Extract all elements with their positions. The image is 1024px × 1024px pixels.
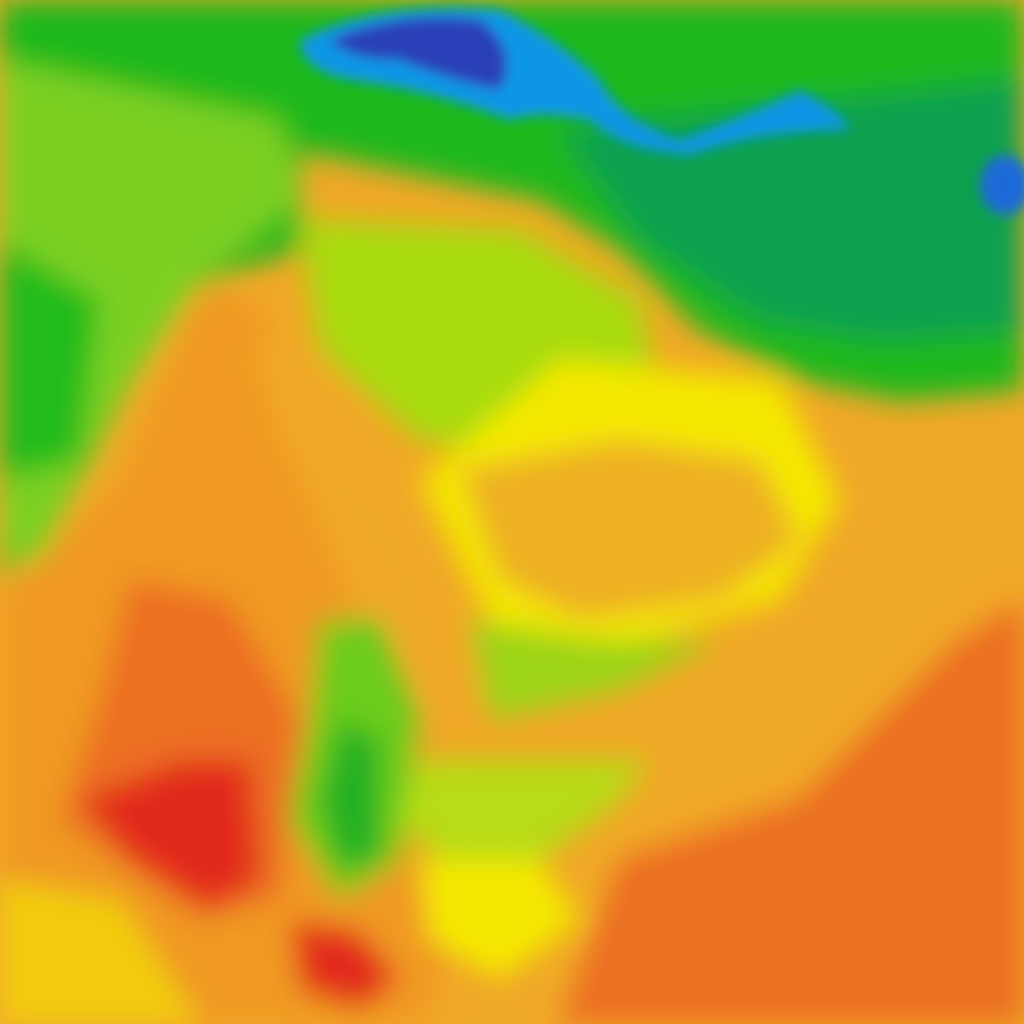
- horn-yellow: [420, 860, 580, 980]
- caucasus-dark-core: [330, 17, 507, 90]
- sudan-red-core: [80, 760, 260, 910]
- yemen-green: [470, 620, 720, 720]
- indian-ocean-warm-zone: [560, 600, 1024, 1024]
- arabia-orange: [460, 440, 800, 620]
- west-green-core: [0, 240, 100, 480]
- south-red-core: [290, 920, 400, 1010]
- somalia-yellow-green: [400, 760, 650, 860]
- africa-yellow-west: [0, 880, 200, 1024]
- cold-zones: [300, 8, 1024, 215]
- red-sea: [250, 340, 480, 720]
- ethiopia-green-core: [320, 720, 380, 870]
- east-cold-spot: [980, 155, 1024, 215]
